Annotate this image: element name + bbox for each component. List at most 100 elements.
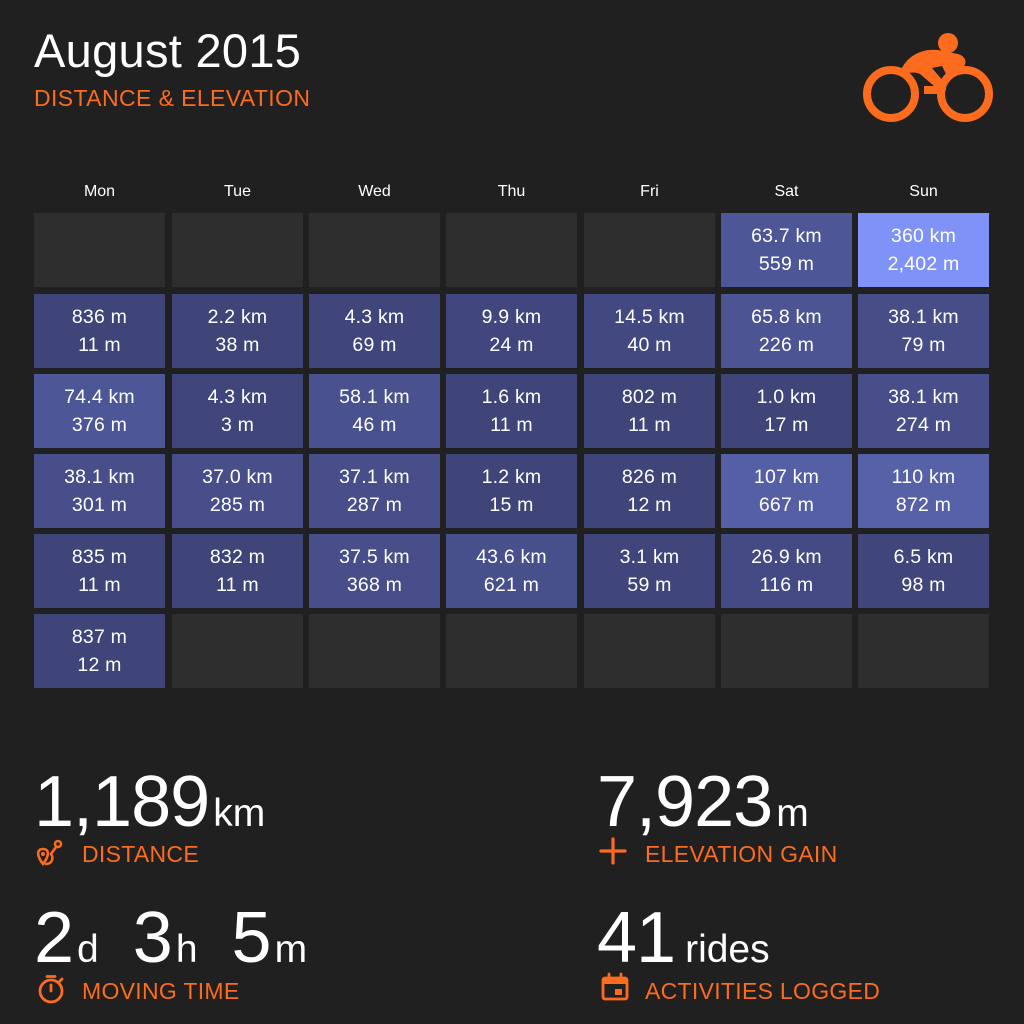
day-elevation: 274 m	[895, 414, 952, 436]
day-cell[interactable]: 1.0 km 17 m	[721, 374, 852, 448]
day-cell[interactable]: 74.4 km 376 m	[34, 374, 165, 448]
day-distance: 4.3 km	[207, 386, 268, 408]
moving-time-label: MOVING TIME	[82, 978, 240, 1004]
day-cell[interactable]: 63.7 km 559 m	[721, 213, 852, 287]
empty-day-cell	[34, 213, 165, 287]
day-cell[interactable]: 835 m 11 m	[34, 534, 165, 608]
day-cell[interactable]: 38.1 km 301 m	[34, 454, 165, 528]
day-elevation: 98 m	[901, 574, 946, 596]
day-cell[interactable]: 4.3 km 3 m	[172, 374, 303, 448]
day-elevation: 24 m	[489, 334, 534, 356]
day-distance: 832 m	[209, 546, 266, 568]
day-elevation: 368 m	[346, 574, 403, 596]
empty-day-cell	[858, 614, 989, 688]
cyclist-icon	[863, 33, 993, 122]
day-distance: 4.3 km	[344, 306, 405, 328]
day-cell[interactable]: 2.2 km 38 m	[172, 294, 303, 368]
day-distance: 2.2 km	[207, 306, 268, 328]
day-cell[interactable]: 360 km 2,402 m	[858, 213, 989, 287]
day-distance: 26.9 km	[751, 546, 822, 568]
day-elevation: 285 m	[209, 494, 266, 516]
day-cell[interactable]: 43.6 km 621 m	[446, 534, 577, 608]
day-cell[interactable]: 65.8 km 226 m	[721, 294, 852, 368]
day-cell[interactable]: 1.6 km 11 m	[446, 374, 577, 448]
day-cell[interactable]: 38.1 km 274 m	[858, 374, 989, 448]
day-distance: 38.1 km	[888, 306, 959, 328]
day-elevation: 116 m	[759, 574, 814, 596]
day-cell[interactable]: 14.5 km 40 m	[584, 294, 715, 368]
elevation-value: 7,923 m	[597, 762, 809, 842]
day-distance: 43.6 km	[476, 546, 547, 568]
day-cell[interactable]: 802 m 11 m	[584, 374, 715, 448]
day-distance: 58.1 km	[339, 386, 410, 408]
day-elevation: 872 m	[895, 494, 952, 516]
empty-day-cell	[721, 614, 852, 688]
day-cell[interactable]: 37.1 km 287 m	[309, 454, 440, 528]
distance-value: 1,189 km	[34, 762, 266, 842]
day-cell[interactable]: 37.5 km 368 m	[309, 534, 440, 608]
day-elevation: 301 m	[71, 494, 128, 516]
weekday-label-sat: Sat	[774, 183, 799, 200]
route-pin-icon	[36, 839, 63, 867]
day-elevation: 40 m	[627, 334, 672, 356]
day-distance: 110 km	[891, 466, 956, 488]
day-distance: 37.1 km	[339, 466, 410, 488]
day-elevation: 11 m	[78, 334, 121, 356]
day-distance: 826 m	[621, 466, 678, 488]
day-distance: 37.5 km	[339, 546, 410, 568]
day-elevation: 621 m	[483, 574, 540, 596]
day-cell[interactable]: 110 km 872 m	[858, 454, 989, 528]
day-cell[interactable]: 38.1 km 79 m	[858, 294, 989, 368]
day-cell[interactable]: 836 m 11 m	[34, 294, 165, 368]
day-distance: 14.5 km	[614, 306, 685, 328]
weekday-label-thu: Thu	[497, 183, 526, 200]
day-elevation: 2,402 m	[887, 253, 960, 275]
day-elevation: 11 m	[216, 574, 259, 596]
empty-day-cell	[446, 213, 577, 287]
day-distance: 63.7 km	[751, 225, 822, 247]
day-distance: 360 km	[890, 225, 957, 247]
day-elevation: 46 m	[352, 414, 397, 436]
day-distance: 837 m	[71, 626, 128, 648]
day-cell[interactable]: 26.9 km 116 m	[721, 534, 852, 608]
weekday-label-wed: Wed	[358, 183, 391, 200]
day-distance: 37.0 km	[202, 466, 273, 488]
day-elevation: 69 m	[352, 334, 397, 356]
day-elevation: 59 m	[627, 574, 672, 596]
day-cell[interactable]: 3.1 km 59 m	[584, 534, 715, 608]
day-elevation: 287 m	[346, 494, 403, 516]
day-elevation: 12 m	[627, 494, 672, 516]
day-cell[interactable]: 837 m 12 m	[34, 614, 165, 688]
day-distance: 74.4 km	[64, 386, 135, 408]
day-elevation: 15 m	[489, 494, 534, 516]
empty-day-cell	[172, 614, 303, 688]
calendar-icon	[601, 972, 629, 1001]
day-elevation: 226 m	[758, 334, 815, 356]
day-distance: 835 m	[71, 546, 128, 568]
day-cell[interactable]: 9.9 km 24 m	[446, 294, 577, 368]
activities-label: ACTIVITIES LOGGED	[645, 978, 881, 1004]
day-elevation: 559 m	[758, 253, 815, 275]
elevation-label: ELEVATION GAIN	[645, 841, 838, 867]
weekday-label-tue: Tue	[224, 183, 251, 200]
empty-day-cell	[309, 614, 440, 688]
day-cell[interactable]: 37.0 km 285 m	[172, 454, 303, 528]
stopwatch-icon	[38, 975, 64, 1004]
day-cell[interactable]: 4.3 km 69 m	[309, 294, 440, 368]
day-cell[interactable]: 826 m 12 m	[584, 454, 715, 528]
day-cell[interactable]: 6.5 km 98 m	[858, 534, 989, 608]
empty-day-cell	[172, 213, 303, 287]
day-cell[interactable]: 832 m 11 m	[172, 534, 303, 608]
day-distance: 1.2 km	[481, 466, 542, 488]
day-cell[interactable]: 107 km 667 m	[721, 454, 852, 528]
day-distance: 38.1 km	[888, 386, 959, 408]
day-distance: 6.5 km	[893, 546, 954, 568]
day-cell[interactable]: 58.1 km 46 m	[309, 374, 440, 448]
day-elevation: 3 m	[220, 414, 255, 436]
page-subtitle: DISTANCE & ELEVATION	[34, 85, 311, 111]
page-title: August 2015	[34, 24, 302, 77]
day-distance: 65.8 km	[751, 306, 822, 328]
day-cell[interactable]: 1.2 km 15 m	[446, 454, 577, 528]
day-distance: 38.1 km	[64, 466, 135, 488]
